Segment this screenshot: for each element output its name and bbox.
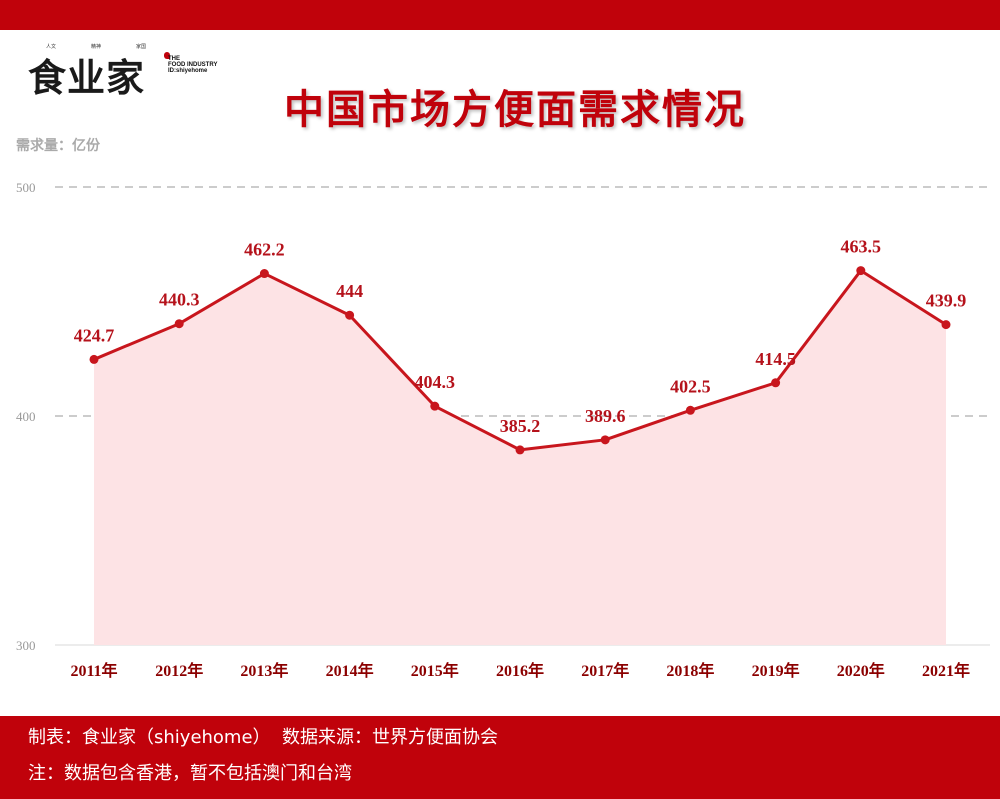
logo-small-text: 家国: [136, 44, 147, 50]
data-label: 389.6: [585, 406, 626, 426]
data-label: 463.5: [841, 237, 882, 257]
data-point: [430, 401, 440, 411]
logo-small-text: 人文: [46, 44, 57, 50]
data-label: 424.7: [74, 325, 115, 345]
footer-note: 注：数据包含香港，暂不包括澳门和台湾: [28, 763, 352, 784]
data-label: 414.5: [755, 349, 796, 369]
data-label: 444: [336, 281, 363, 301]
data-label: 440.3: [159, 290, 200, 310]
line-chart: 300 400 500 424.7 2011年 440.3 2012年 462.2 2013年 4…: [16, 180, 990, 680]
data-point: [515, 445, 525, 455]
data-label: 385.2: [500, 416, 541, 436]
data-point: [174, 319, 184, 329]
brand-logo: 人文 精神 家国 食业家 THE FOOD INDUSTRY ID:shiyeh…: [28, 44, 228, 100]
y-tick-label: 500: [16, 180, 36, 195]
data-point: [259, 269, 269, 279]
x-tick-label: 2016年: [496, 661, 544, 680]
footer-credit: 制表：食业家（shiyehome） 数据来源：世界方便面协会: [28, 727, 498, 748]
logo-small-text: 精神: [91, 44, 102, 50]
y-tick-label: 300: [16, 638, 36, 653]
footer-bar: 制表：食业家（shiyehome） 数据来源：世界方便面协会 注：数据包含香港，…: [0, 716, 1000, 799]
data-label: 462.2: [244, 240, 285, 260]
logo-en-line: FOOD INDUSTRY: [168, 62, 218, 68]
y-tick-label: 400: [16, 409, 36, 424]
x-tick-label: 2012年: [155, 661, 203, 680]
data-point: [89, 354, 99, 364]
x-tick-label: 2018年: [666, 661, 714, 680]
x-tick-label: 2021年: [922, 661, 970, 680]
data-point: [856, 266, 866, 276]
logo-text: 食业家: [28, 56, 146, 100]
logo-english: THE FOOD INDUSTRY ID:shiyehome: [168, 56, 217, 74]
x-tick-label: 2013年: [240, 661, 288, 680]
data-label: 439.9: [926, 291, 967, 311]
logo-en-line: THE: [168, 56, 180, 62]
x-tick-label: 2020年: [837, 661, 885, 680]
flame-icon: [164, 52, 170, 59]
y-axis-label: 需求量：亿份: [16, 138, 100, 154]
data-label: 404.3: [415, 372, 456, 392]
chart-title: 中国市场方便面需求情况: [284, 87, 746, 133]
x-tick-label: 2019年: [752, 661, 800, 680]
top-banner: [0, 0, 1000, 30]
x-tick-label: 2011年: [70, 661, 117, 680]
area-fill: [94, 270, 946, 645]
data-point: [685, 405, 695, 415]
logo-en-line: ID:shiyehome: [168, 68, 208, 74]
data-point: [941, 320, 951, 330]
data-point: [345, 310, 355, 320]
x-tick-label: 2014年: [326, 661, 374, 680]
data-point: [771, 378, 781, 388]
data-point: [600, 435, 610, 445]
x-tick-label: 2015年: [411, 661, 459, 680]
x-tick-label: 2017年: [581, 661, 629, 680]
data-label: 402.5: [670, 376, 711, 396]
